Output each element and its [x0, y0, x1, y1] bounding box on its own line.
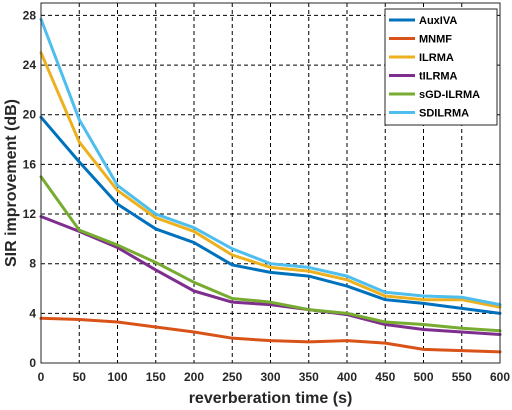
series-line-sdilrma — [39, 17, 502, 307]
legend-label-mnmf: MNMF — [419, 34, 452, 46]
series-line-ilrma — [39, 51, 502, 309]
series-line-tilrma — [39, 215, 502, 336]
legend-box — [384, 8, 498, 126]
legend-label-sdilrma: SDILRMA — [419, 108, 469, 120]
y-tick-label: 8 — [29, 257, 36, 271]
legend-label-sgd-ilrma: sGD-ILRMA — [419, 89, 480, 101]
y-tick-label: 4 — [29, 306, 36, 320]
legend: AuxIVA MNMF ILRMA tILRMA sGD-ILRMA SDILRMA — [384, 8, 498, 126]
series-line-auxiva — [39, 115, 502, 315]
x-tick-label: 600 — [490, 370, 510, 384]
y-tick-labels: 0 4 8 12 16 20 24 28 — [23, 8, 37, 370]
y-axis-label: SIR improvement (dB) — [3, 99, 20, 267]
legend-label-ilrma: ILRMA — [419, 52, 454, 64]
x-tick-label: 100 — [107, 370, 127, 384]
legend-label-auxiva: AuxIVA — [419, 15, 457, 27]
y-tick-label: 16 — [23, 157, 37, 171]
x-tick-label: 450 — [375, 370, 395, 384]
series-line-sgd-ilrma — [39, 175, 502, 333]
x-tick-label: 250 — [222, 370, 242, 384]
x-tick-label: 200 — [184, 370, 204, 384]
x-tick-label: 500 — [413, 370, 433, 384]
y-tick-label: 12 — [23, 207, 37, 221]
legend-label-tilrma: tILRMA — [419, 71, 458, 83]
y-tick-label: 24 — [23, 58, 37, 72]
y-tick-label: 28 — [23, 8, 37, 22]
x-tick-label: 50 — [73, 370, 87, 384]
plot-frame — [40, 2, 501, 364]
series-lines — [39, 17, 502, 354]
x-tick-label: 350 — [299, 370, 319, 384]
x-tick-label: 300 — [260, 370, 280, 384]
y-tick-label: 20 — [23, 108, 37, 122]
x-tick-label: 400 — [337, 370, 357, 384]
x-tick-labels: 0 50 100 150 200 250 300 350 400 450 500 550 600 — [38, 370, 511, 384]
series-line-mnmf — [39, 316, 502, 354]
y-tick-label: 0 — [29, 356, 36, 370]
x-tick-label: 550 — [452, 370, 472, 384]
x-tick-label: 0 — [38, 370, 45, 384]
x-tick-label: 150 — [146, 370, 166, 384]
x-axis-label: reverberation time (s) — [189, 390, 353, 407]
